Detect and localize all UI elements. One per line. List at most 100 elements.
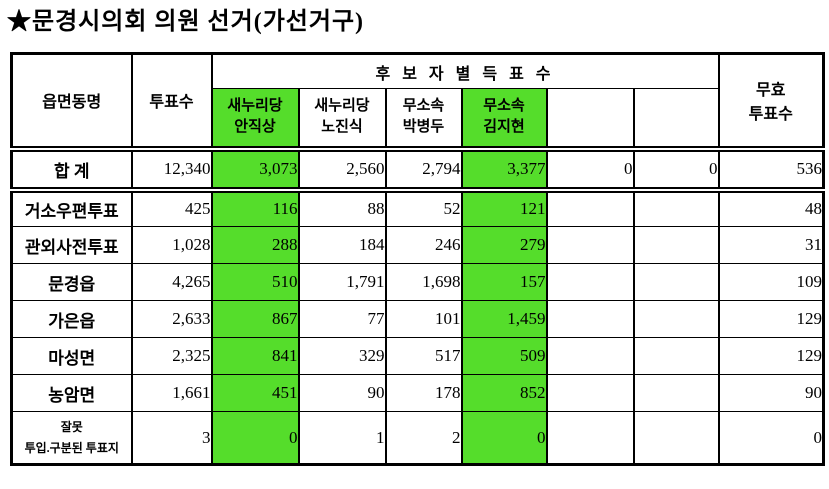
cell-candidate-1: 867 xyxy=(210,300,299,338)
cell-candidate-4: 852 xyxy=(460,374,547,412)
page-title: ★문경시의회 의원 선거(가선거구) xyxy=(7,9,365,35)
candidate-4-party: 무소속 xyxy=(483,97,525,114)
cell-candidate-2: 2,560 xyxy=(297,145,386,193)
header-candidate-4: 무소속 김지현 xyxy=(460,88,547,149)
cell-candidate-6 xyxy=(632,411,719,465)
cell-candidate-4: 0 xyxy=(460,411,547,465)
cell-candidate-6 xyxy=(632,189,719,227)
cell-candidate-1: 451 xyxy=(210,374,299,412)
cell-candidate-3: 52 xyxy=(384,189,462,227)
candidate-2-party: 새누리당 xyxy=(314,97,370,114)
cell-candidate-2: 88 xyxy=(297,189,386,227)
table-header: 읍면동명 투표수 후 보 자 별 득 표 수 무효 투표수 새누리당 안직상 새… xyxy=(10,53,824,149)
cell-candidate-6 xyxy=(632,263,719,301)
cell-invalid: 129 xyxy=(717,300,824,338)
cell-votes: 2,633 xyxy=(130,300,212,338)
cell-invalid: 109 xyxy=(717,263,824,301)
cell-candidate-2: 1 xyxy=(297,411,386,465)
cell-invalid: 129 xyxy=(717,337,824,375)
cell-candidate-4: 1,459 xyxy=(460,300,547,338)
row-label: 합 계 xyxy=(10,145,132,193)
cell-candidate-1: 0 xyxy=(210,411,299,465)
row-label: 마성면 xyxy=(10,337,132,375)
cell-candidate-3: 101 xyxy=(384,300,462,338)
cell-votes: 1,661 xyxy=(130,374,212,412)
cell-votes: 425 xyxy=(130,189,212,227)
cell-candidate-6 xyxy=(632,226,719,264)
table-row: 마성면 2,325 841 329 517 509 129 xyxy=(10,337,824,375)
cell-votes: 3 xyxy=(130,411,212,465)
candidate-3-party: 무소속 xyxy=(402,97,445,114)
cell-candidate-6 xyxy=(632,374,719,412)
candidate-3-name: 박병두 xyxy=(402,119,445,136)
cell-candidate-3: 246 xyxy=(384,226,462,264)
cell-candidate-5 xyxy=(545,374,634,412)
header-row-2: 새누리당 안직상 새누리당 노진식 무소속 박병두 무소속 김지현 xyxy=(12,88,824,149)
cell-candidate-5: 0 xyxy=(545,145,634,193)
cell-candidate-4: 157 xyxy=(460,263,547,301)
cell-candidate-2: 1,791 xyxy=(297,263,386,301)
cell-votes: 4,265 xyxy=(130,263,212,301)
table-row: 문경읍 4,265 510 1,791 1,698 157 109 xyxy=(10,263,824,301)
election-results-table: 읍면동명 투표수 후 보 자 별 득 표 수 무효 투표수 새누리당 안직상 새… xyxy=(10,52,826,466)
table-row-total: 합 계 12,340 3,073 2,560 2,794 3,377 0 0 5… xyxy=(10,145,824,193)
row-label-line1: 잘못 xyxy=(60,420,83,435)
cell-invalid: 536 xyxy=(717,145,824,193)
table-body: 합 계 12,340 3,073 2,560 2,794 3,377 0 0 5… xyxy=(10,145,824,465)
cell-candidate-2: 329 xyxy=(297,337,386,375)
table-row: 관외사전투표 1,028 288 184 246 279 31 xyxy=(10,226,824,264)
header-invalid-votes: 무효 투표수 xyxy=(717,53,824,149)
table-row-misplaced-ballots: 잘못 투입.구분된 투표지 3 0 1 2 0 0 xyxy=(10,411,824,465)
header-candidate-2: 새누리당 노진식 xyxy=(297,88,386,149)
cell-invalid: 31 xyxy=(717,226,824,264)
cell-candidate-3: 2 xyxy=(384,411,462,465)
cell-candidate-5 xyxy=(545,337,634,375)
cell-candidate-1: 841 xyxy=(210,337,299,375)
row-label-line2: 투입.구분된 투표지 xyxy=(24,440,119,455)
cell-candidate-5 xyxy=(545,411,634,465)
cell-candidate-4: 279 xyxy=(460,226,547,264)
cell-candidate-5 xyxy=(545,226,634,264)
cell-votes: 12,340 xyxy=(130,145,212,193)
row-label: 농암면 xyxy=(10,374,132,412)
cell-candidate-1: 288 xyxy=(210,226,299,264)
row-label: 문경읍 xyxy=(10,263,132,301)
cell-candidate-3: 178 xyxy=(384,374,462,412)
table-row: 농암면 1,661 451 90 178 852 90 xyxy=(10,374,824,412)
candidate-2-name: 노진식 xyxy=(321,119,363,136)
header-candidate-6-empty xyxy=(632,88,719,149)
candidate-4-name: 김지현 xyxy=(483,119,525,136)
cell-candidate-1: 116 xyxy=(210,189,299,227)
cell-candidate-2: 77 xyxy=(297,300,386,338)
cell-candidate-1: 3,073 xyxy=(210,145,299,193)
cell-candidate-4: 509 xyxy=(460,337,547,375)
cell-votes: 1,028 xyxy=(130,226,212,264)
header-row-1: 읍면동명 투표수 후 보 자 별 득 표 수 무효 투표수 xyxy=(10,53,824,149)
cell-invalid: 90 xyxy=(717,374,824,412)
cell-candidate-2: 90 xyxy=(297,374,386,412)
row-label: 관외사전투표 xyxy=(10,226,132,264)
candidate-1-name: 안직상 xyxy=(234,119,276,136)
cell-candidate-3: 2,794 xyxy=(384,145,462,193)
header-candidate-5-empty xyxy=(545,88,634,149)
row-label: 가은읍 xyxy=(10,300,132,338)
cell-candidate-2: 184 xyxy=(297,226,386,264)
cell-candidate-4: 121 xyxy=(460,189,547,227)
cell-candidate-5 xyxy=(545,300,634,338)
cell-candidate-6 xyxy=(632,300,719,338)
table-row: 거소우편투표 425 116 88 52 121 48 xyxy=(10,189,824,227)
cell-candidate-3: 517 xyxy=(384,337,462,375)
header-vote-count: 투표수 xyxy=(130,53,212,149)
header-emd-name: 읍면동명 xyxy=(10,53,132,149)
header-invalid-line2: 투표수 xyxy=(748,106,793,124)
cell-candidate-3: 1,698 xyxy=(384,263,462,301)
cell-candidate-5 xyxy=(545,263,634,301)
cell-votes: 2,325 xyxy=(130,337,212,375)
cell-candidate-6 xyxy=(632,337,719,375)
cell-candidate-6: 0 xyxy=(632,145,719,193)
cell-candidate-4: 3,377 xyxy=(460,145,547,193)
cell-candidate-1: 510 xyxy=(210,263,299,301)
cell-candidate-5 xyxy=(545,189,634,227)
candidate-1-party: 새누리당 xyxy=(227,97,283,114)
